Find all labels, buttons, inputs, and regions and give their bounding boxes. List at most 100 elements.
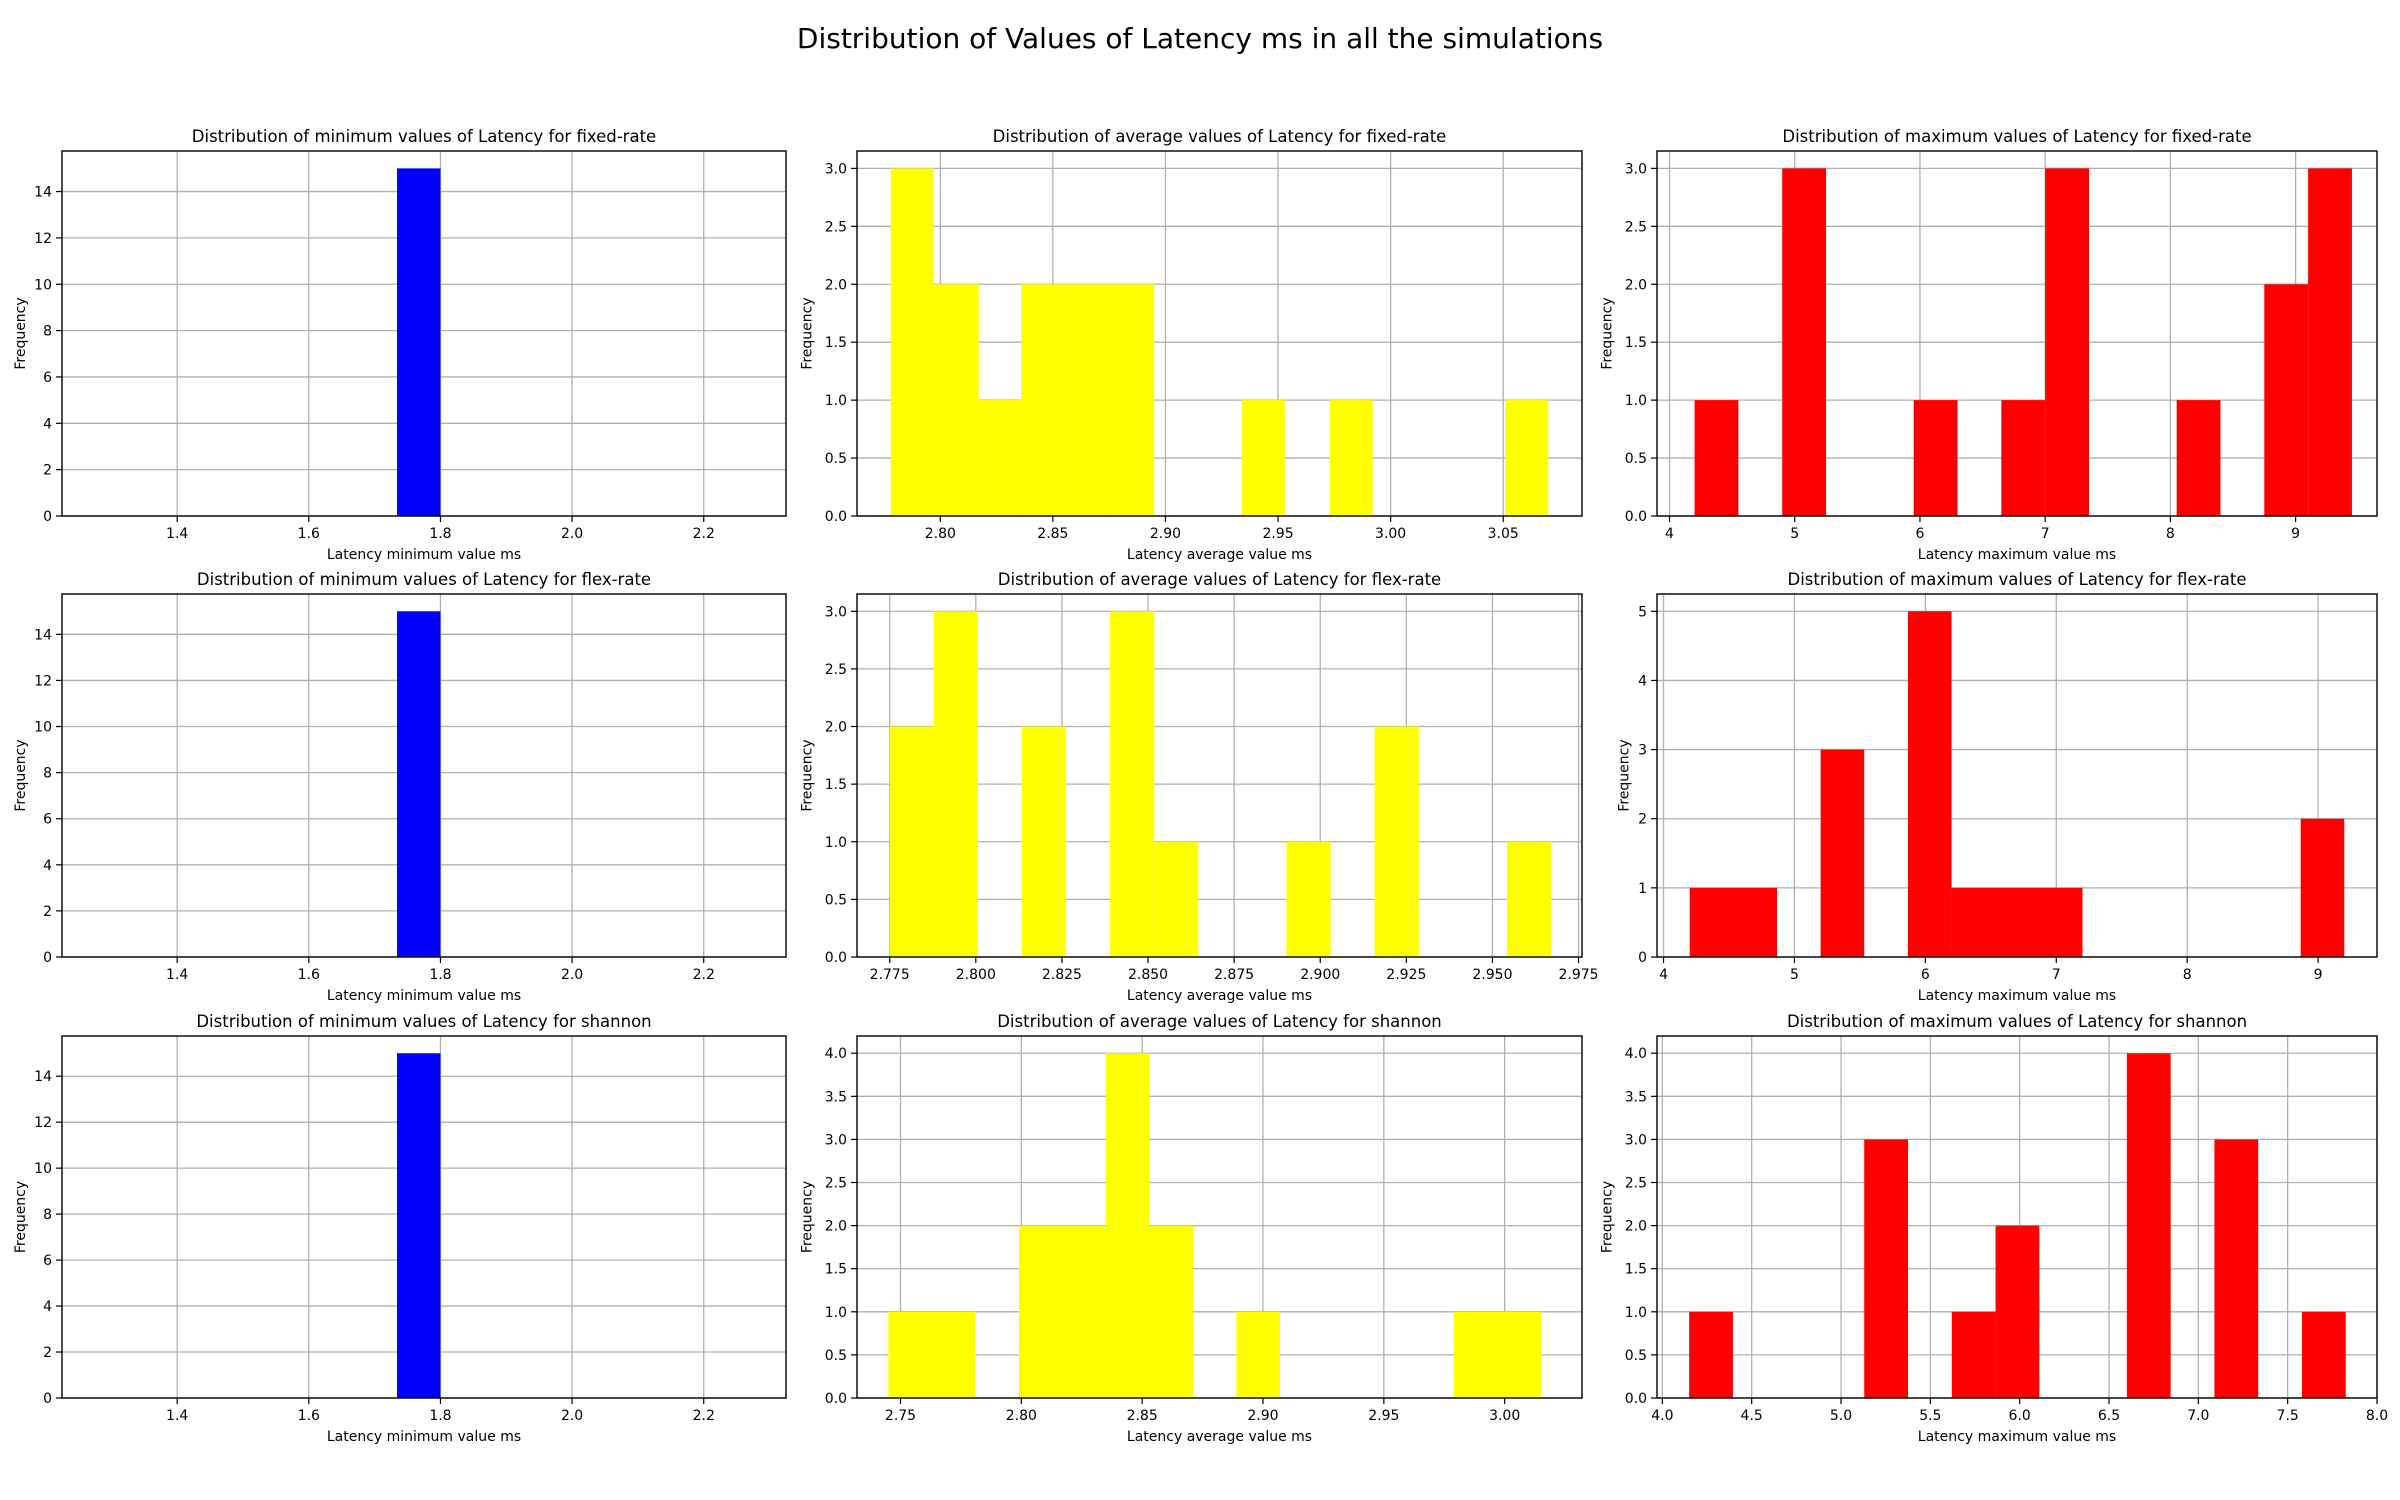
- histogram-bar: [1782, 168, 1827, 516]
- y-axis-label: Frequency: [1617, 739, 1633, 811]
- y-axis-label: Frequency: [800, 739, 816, 811]
- y-tick-label: 4.0: [825, 1046, 847, 1062]
- y-tick-label: 2.5: [825, 1176, 847, 1192]
- y-tick-label: 3.0: [825, 161, 847, 177]
- y-tick-label: 14: [34, 1069, 52, 1085]
- histogram-bar: [1907, 611, 1952, 957]
- y-tick-label: 0.0: [1625, 509, 1647, 525]
- y-tick-label: 1.0: [825, 1305, 847, 1321]
- y-tick-label: 1: [1638, 881, 1647, 897]
- y-tick-label: 0: [43, 950, 52, 966]
- y-tick-label: 4: [43, 416, 52, 432]
- histogram-bar: [397, 168, 441, 516]
- x-tick-label: 2.875: [1214, 967, 1254, 983]
- x-tick-label: 2.2: [693, 526, 715, 542]
- y-tick-label: 0.5: [1625, 1348, 1647, 1364]
- x-tick-label: 6: [1915, 526, 1924, 542]
- histogram-bar: [1021, 726, 1067, 957]
- histogram-bar: [1021, 284, 1067, 516]
- x-tick-label: 5: [1790, 967, 1799, 983]
- y-tick-label: 2.5: [1625, 219, 1647, 235]
- x-tick-label: 4: [1665, 526, 1674, 542]
- y-tick-label: 5: [1638, 604, 1647, 620]
- x-tick-label: 4.5: [1741, 1408, 1763, 1424]
- x-tick-label: 2.85: [1037, 526, 1068, 542]
- y-tick-label: 3.5: [1625, 1089, 1647, 1105]
- histogram-bar: [2214, 1139, 2259, 1398]
- y-tick-label: 3.0: [825, 1132, 847, 1148]
- axes-frame: [1656, 593, 2378, 958]
- x-tick-label: 2.850: [1128, 967, 1168, 983]
- histogram-bar: [1242, 400, 1285, 516]
- histogram-bar: [1105, 1053, 1150, 1398]
- chart-title: Distribution of minimum values of Latenc…: [192, 127, 656, 146]
- chart-panel: 1.4 1.6 1.8 2.0 2.2 0 2 4 6 8 10 12 14 Distribution o…: [13, 1012, 787, 1445]
- histogram-bar: [889, 726, 934, 957]
- x-tick-label: 8: [2166, 526, 2175, 542]
- x-axis-label: Latency minimum value ms: [327, 988, 521, 1004]
- x-tick-label: 6.0: [2009, 1408, 2031, 1424]
- y-axis-label: Frequency: [1600, 297, 1616, 369]
- y-tick-label: 8: [43, 324, 52, 340]
- x-tick-label: 2.800: [956, 967, 996, 983]
- y-tick-label: 2: [43, 1345, 52, 1361]
- x-tick-label: 2.90: [1247, 1408, 1278, 1424]
- histogram-bar: [2126, 1053, 2171, 1398]
- x-tick-label: 2.0: [561, 1408, 583, 1424]
- y-tick-label: 10: [34, 720, 52, 736]
- x-axis-label: Latency average value ms: [1127, 1429, 1312, 1445]
- x-tick-label: 3.00: [1375, 526, 1406, 542]
- y-tick-label: 1.5: [825, 335, 847, 351]
- histogram-bar: [2308, 168, 2352, 516]
- x-tick-label: 2.0: [561, 967, 583, 983]
- y-tick-label: 2: [43, 904, 52, 920]
- histogram-bar: [2045, 168, 2089, 516]
- x-tick-label: 5.0: [1830, 1408, 1852, 1424]
- histogram-bar: [1018, 1225, 1106, 1398]
- y-tick-label: 3.0: [1625, 161, 1647, 177]
- x-tick-label: 4: [1659, 967, 1668, 983]
- x-tick-label: 2.825: [1042, 967, 1082, 983]
- histogram-bar: [1951, 887, 2083, 957]
- x-tick-label: 2.950: [1472, 967, 1512, 983]
- x-tick-label: 2.900: [1300, 967, 1340, 983]
- y-axis-label: Frequency: [800, 297, 816, 369]
- histogram-bar: [1694, 400, 1739, 516]
- x-tick-label: 7.0: [2187, 1408, 2209, 1424]
- x-tick-label: 2.80: [1006, 1408, 1037, 1424]
- x-tick-label: 7: [2052, 967, 2061, 983]
- x-tick-label: 8.0: [2366, 1408, 2388, 1424]
- y-tick-label: 4: [43, 858, 52, 874]
- histogram-bar: [1329, 400, 1373, 516]
- x-tick-label: 2.2: [693, 967, 715, 983]
- x-tick-label: 2.775: [870, 967, 910, 983]
- histogram-bar: [1374, 726, 1419, 957]
- x-tick-label: 2.90: [1150, 526, 1181, 542]
- y-tick-label: 0: [43, 1391, 52, 1407]
- x-tick-label: 6: [1921, 967, 1930, 983]
- y-tick-label: 8: [43, 766, 52, 782]
- y-tick-label: 2.0: [1625, 1219, 1647, 1235]
- chart-panel: 1.4 1.6 1.8 2.0 2.2 0 2 4 6 8 10 12 14 Distribution o…: [13, 127, 787, 563]
- y-tick-label: 10: [34, 277, 52, 293]
- x-tick-label: 2.95: [1368, 1408, 1399, 1424]
- y-tick-label: 2: [1638, 812, 1647, 828]
- x-tick-label: 2.975: [1559, 967, 1599, 983]
- y-tick-label: 2.5: [825, 662, 847, 678]
- x-tick-label: 5.5: [1919, 1408, 1941, 1424]
- y-tick-label: 12: [34, 231, 52, 247]
- histogram-bar: [1453, 1311, 1541, 1398]
- x-tick-label: 1.6: [298, 967, 320, 983]
- histogram-bar: [933, 611, 978, 957]
- y-tick-label: 12: [34, 673, 52, 689]
- histogram-bar: [1864, 1139, 1909, 1398]
- histogram-bar: [2300, 818, 2345, 957]
- chart-title: Distribution of maximum values of Latenc…: [1787, 1012, 2247, 1031]
- histogram-bar: [1506, 841, 1552, 957]
- y-axis-label: Frequency: [800, 1181, 816, 1253]
- histogram-bar: [397, 611, 441, 957]
- axes-frame: [61, 593, 787, 958]
- x-tick-label: 5: [1790, 526, 1799, 542]
- y-tick-label: 4: [1638, 673, 1647, 689]
- y-tick-label: 2.5: [1625, 1176, 1647, 1192]
